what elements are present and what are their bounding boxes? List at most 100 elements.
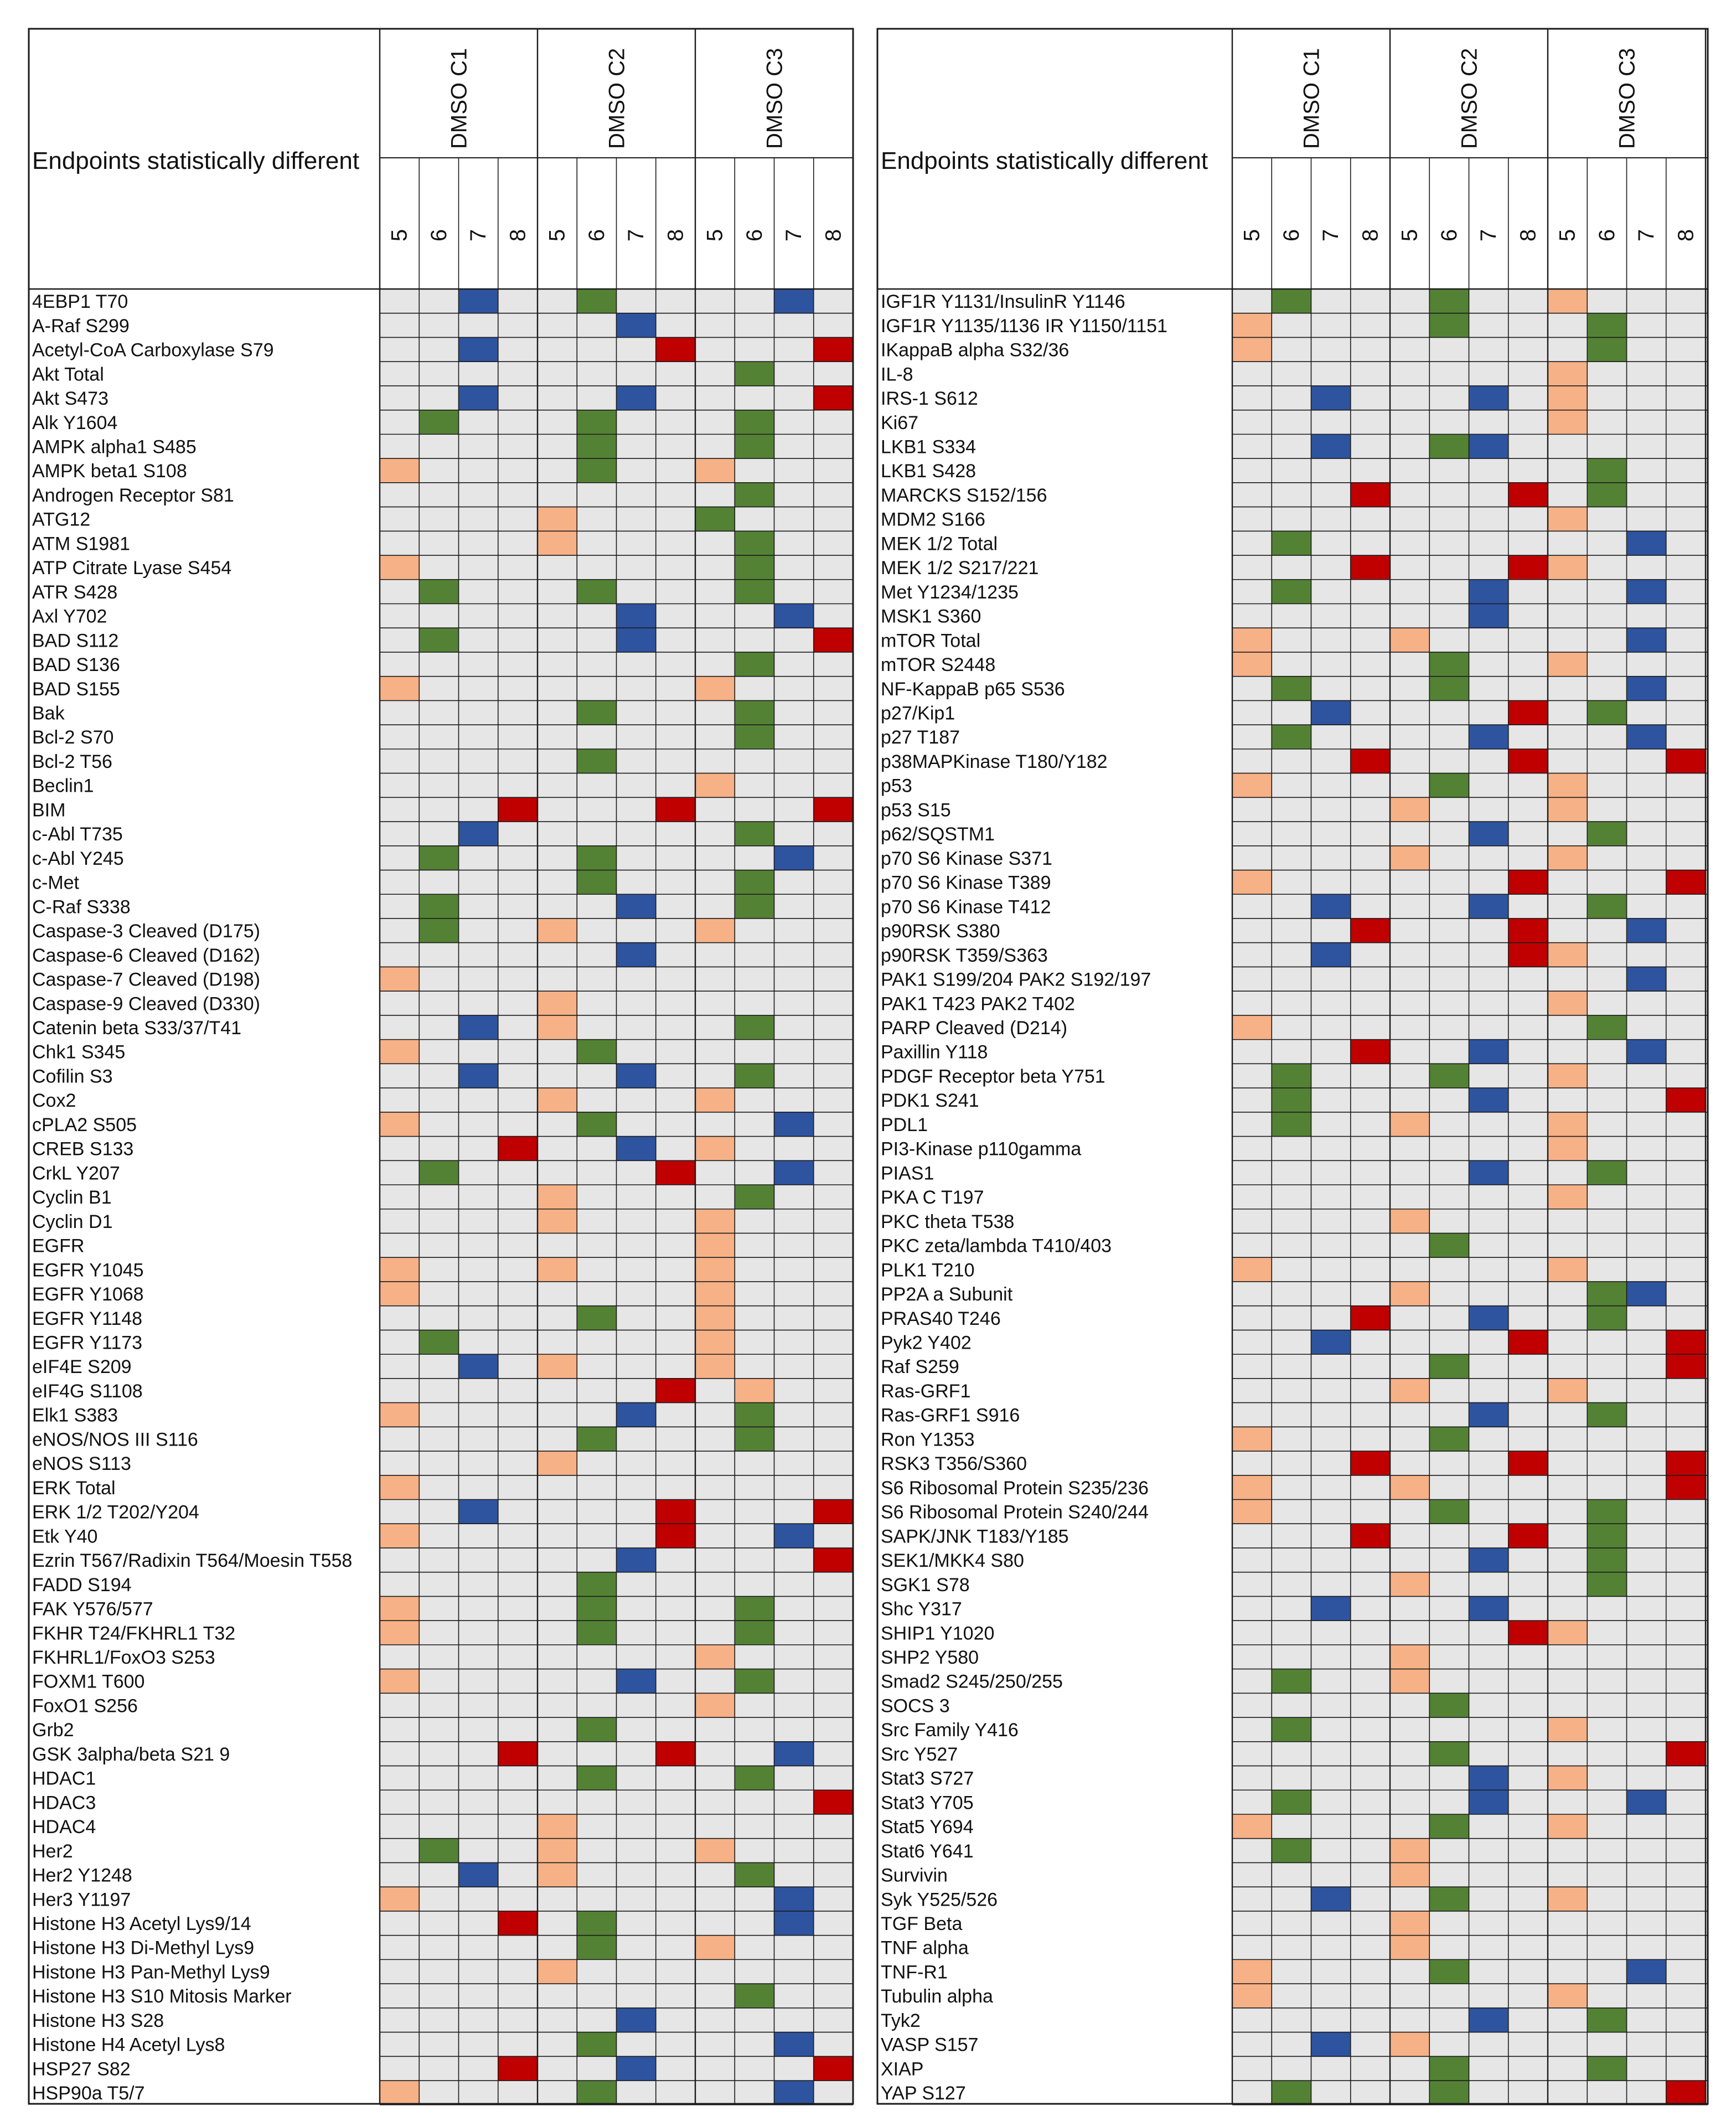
heatmap-cell-orange <box>538 531 577 556</box>
heatmap-cell-blue <box>1626 967 1666 992</box>
heatmap-cell-blue <box>458 1499 498 1524</box>
heatmap-cell-orange <box>1232 313 1272 338</box>
heatmap-cell-orange <box>380 1257 420 1282</box>
heatmap-cell-red <box>1666 1088 1706 1112</box>
row-label: YAP S127 <box>881 2083 966 2104</box>
row-label: Bcl-2 T56 <box>32 751 112 772</box>
heatmap-cell-orange <box>1390 1644 1430 1669</box>
row-label: PKC theta T538 <box>881 1211 1014 1232</box>
subcolumn-label: 5 <box>1398 229 1422 241</box>
heatmap-cell-red <box>1350 555 1390 580</box>
row-label: c-Abl T735 <box>32 824 123 845</box>
heatmap-cell-red <box>813 1547 853 1572</box>
heatmap-cell-orange <box>1548 1621 1588 1645</box>
heatmap-cell-red <box>498 2056 538 2081</box>
heatmap-cell-green <box>735 1984 774 2008</box>
row-label: Paxillin Y118 <box>881 1042 988 1063</box>
heatmap-cell-orange <box>1548 845 1588 870</box>
row-label: ATG12 <box>32 509 90 530</box>
group-label: DMSO C2 <box>1458 48 1482 149</box>
heatmap-cell-orange <box>695 1209 735 1234</box>
subcolumn-label: 5 <box>1556 229 1580 241</box>
row-label: Stat3 S727 <box>881 1768 974 1789</box>
row-label: HDAC4 <box>32 1816 96 1838</box>
heatmap-cell-orange <box>695 1136 735 1161</box>
heatmap-cell-red <box>813 2056 853 2081</box>
heatmap-cell-green <box>1429 1499 1469 1524</box>
heatmap-cell-green <box>735 1596 774 1621</box>
row-label: PI3-Kinase p110gamma <box>881 1139 1081 1160</box>
heatmap-cell-orange <box>380 1039 420 1064</box>
heatmap-cell-green <box>735 410 774 435</box>
heatmap-cell-orange <box>1232 1015 1272 1040</box>
heatmap-cell-green <box>735 652 774 677</box>
heatmap-cell-green <box>1429 1959 1469 1984</box>
heatmap-cell-blue <box>1311 894 1351 918</box>
heatmap-cell-green <box>695 507 735 531</box>
heatmap-cell-green <box>1272 676 1311 701</box>
heatmap-cell-red <box>1508 1524 1548 1548</box>
heatmap-cell-blue <box>1626 918 1666 943</box>
heatmap-cell-blue <box>458 1354 498 1379</box>
heatmap-cell-orange <box>380 967 420 992</box>
heatmap-cell-green <box>1429 676 1469 701</box>
row-label: PAK1 T423 PAK2 T402 <box>881 993 1075 1014</box>
heatmap-cell-blue <box>458 822 498 846</box>
heatmap-cell-orange <box>1390 845 1430 870</box>
row-label: TNF-R1 <box>881 1962 948 1983</box>
row-label: BAD S112 <box>32 630 118 651</box>
heatmap-cell-green <box>577 410 617 435</box>
row-label: Etk Y40 <box>32 1526 97 1547</box>
subcolumn-label: 7 <box>624 229 648 241</box>
heatmap-cell-orange <box>1548 652 1588 677</box>
row-label: Alk Y1604 <box>32 412 117 434</box>
row-label: CREB S133 <box>32 1139 133 1160</box>
row-label: Survivin <box>881 1865 948 1886</box>
heatmap-cell-green <box>1429 652 1469 677</box>
group-label: DMSO C2 <box>605 48 629 149</box>
heatmap-cell-orange <box>538 918 577 943</box>
row-label: p62/SQSTM1 <box>881 824 995 845</box>
row-label: AMPK beta1 S108 <box>32 461 187 482</box>
heatmap-cell-red <box>813 385 853 410</box>
heatmap-cell-blue <box>774 1887 814 1911</box>
heatmap-cell-green <box>735 1621 774 1645</box>
heatmap-cell-blue <box>774 1524 814 1548</box>
heatmap-cell-orange <box>1548 1814 1588 1839</box>
row-label: PKA C T197 <box>881 1187 984 1208</box>
heatmap-cell-green <box>419 579 459 604</box>
row-label: PP2A a Subunit <box>881 1284 1013 1305</box>
row-label: Stat3 Y705 <box>881 1792 974 1813</box>
heatmap-cell-blue <box>1626 1790 1666 1814</box>
heatmap-panel-2 <box>876 28 1709 2105</box>
heatmap-cell-orange <box>538 1257 577 1282</box>
heatmap-cell-green <box>577 749 617 773</box>
heatmap-cell-red <box>655 1524 695 1548</box>
row-label: Histone H3 S10 Mitosis Marker <box>32 1986 292 2007</box>
row-label: Src Family Y416 <box>881 1720 1019 1741</box>
heatmap-cell-orange <box>1390 1378 1430 1403</box>
heatmap-cell-green <box>1429 1354 1469 1379</box>
heatmap-cell-orange <box>538 1354 577 1379</box>
heatmap-cell-orange <box>1232 628 1272 652</box>
subcolumn-label: 8 <box>1516 229 1540 241</box>
group-label: DMSO C1 <box>447 48 472 149</box>
row-label: IKappaB alpha S32/36 <box>881 340 1069 361</box>
heatmap-cell-red <box>1508 555 1548 580</box>
row-label: Smad2 S245/250/255 <box>881 1671 1063 1692</box>
row-label: C-Raf S338 <box>32 896 131 917</box>
heatmap-cell-orange <box>695 1257 735 1282</box>
heatmap-cell-blue <box>774 2032 814 2057</box>
row-label: XIAP <box>881 2058 923 2079</box>
heatmap-cell-blue <box>616 942 656 967</box>
row-label: IGF1R Y1135/1136 IR Y1150/1151 <box>881 316 1167 337</box>
row-label: Histone H3 S28 <box>32 2010 164 2031</box>
row-label: Her3 Y1197 <box>32 1889 131 1910</box>
heatmap-cell-blue <box>1469 1305 1508 1330</box>
row-label: PRAS40 T246 <box>881 1308 1001 1329</box>
row-label: HDAC3 <box>32 1792 96 1813</box>
heatmap-cell-red <box>498 1136 538 1161</box>
row-label: p53 <box>881 776 912 797</box>
heatmap-cell-blue <box>616 1547 656 1572</box>
row-label: Caspase-9 Cleaved (D330) <box>32 993 260 1014</box>
